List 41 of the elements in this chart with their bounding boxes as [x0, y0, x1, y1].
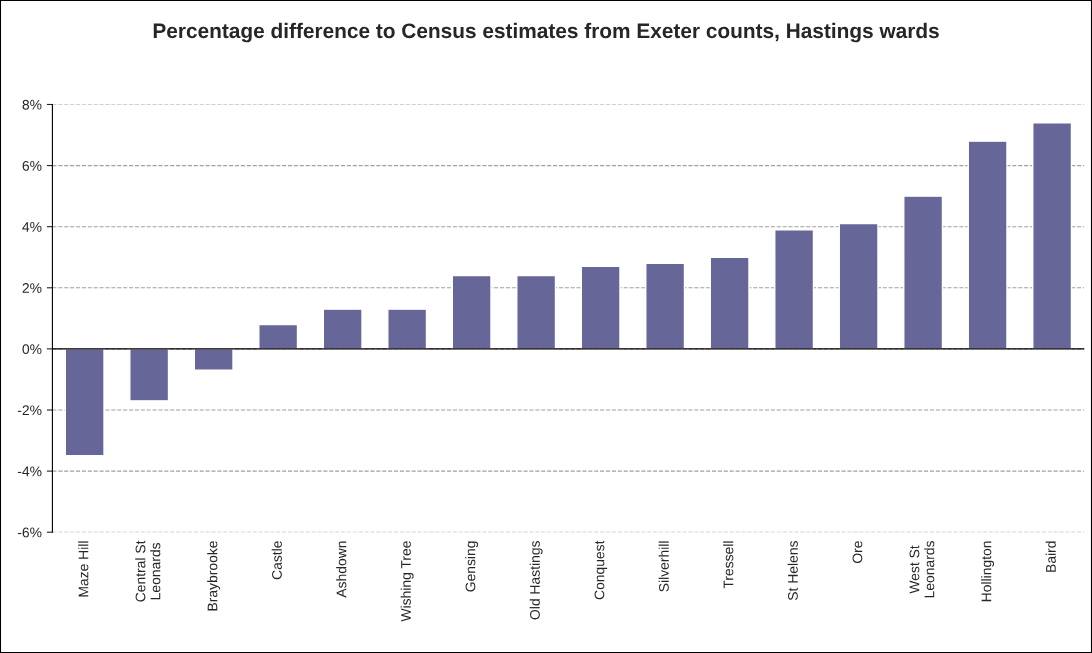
- x-tick-label: Central St Leonards: [135, 540, 161, 602]
- x-tick-label: Gensing: [465, 541, 479, 592]
- y-tick-label: 8%: [22, 99, 42, 110]
- bar: [774, 229, 815, 350]
- y-tick-label: 4%: [22, 222, 42, 232]
- x-tick-label: Tressell: [723, 541, 734, 589]
- bar: [322, 308, 363, 350]
- bar: [129, 348, 170, 402]
- x-tick-label: Conquest: [594, 540, 608, 600]
- x-tick-label: Hollington: [981, 541, 995, 602]
- bar: [193, 348, 234, 371]
- bar: [580, 265, 621, 350]
- y-tick-label: 0%: [22, 344, 42, 355]
- bar: [516, 274, 557, 350]
- x-tick-label: Ashdown: [336, 541, 347, 598]
- bar: [838, 222, 879, 350]
- x-tick-label: Old Hastings: [529, 541, 543, 620]
- x-tick-label: West St Leonards: [909, 541, 935, 598]
- y-tick-label: -2%: [17, 405, 42, 416]
- y-tick-label: 2%: [22, 283, 42, 293]
- x-tick-label: Wishing Tree: [400, 541, 414, 622]
- bar: [645, 262, 686, 350]
- bar: [709, 256, 750, 350]
- y-tick-label: 6%: [22, 160, 42, 171]
- bar: [258, 323, 299, 350]
- bar: [903, 195, 944, 350]
- x-tick-label: Braybrooke: [207, 541, 221, 611]
- y-tick-label: -4%: [17, 466, 42, 477]
- bar: [387, 308, 428, 350]
- bar: [1032, 122, 1073, 350]
- x-tick-label: Castle: [271, 541, 282, 580]
- x-tick-label: St Helens: [787, 541, 798, 601]
- x-tick-label: Ore: [852, 541, 863, 564]
- x-tick-label: Baird: [1045, 541, 1056, 572]
- x-tick-label: Silverhill: [658, 541, 669, 592]
- y-tick-label: -6%: [17, 527, 42, 538]
- bar: [451, 274, 492, 350]
- chart-title: Percentage difference to Census estimates from Exeter counts, Hastings wards: [153, 22, 939, 43]
- bar: [64, 348, 105, 457]
- bar: [967, 140, 1008, 350]
- x-tick-label: Maze Hill: [78, 541, 89, 597]
